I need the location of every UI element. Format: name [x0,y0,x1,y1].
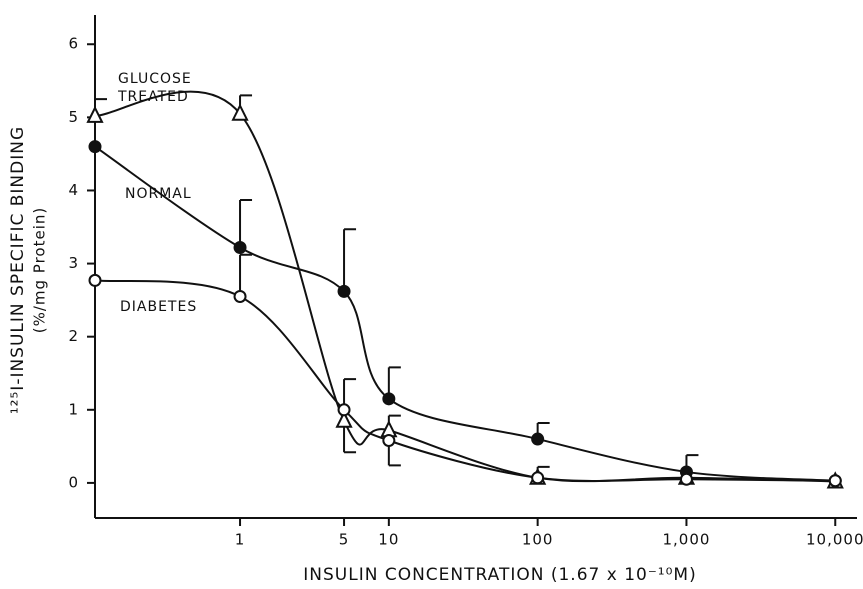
y-axis-label-units: (%/mg Protein) [31,207,49,334]
point [828,474,842,488]
y-tick-label: 0 [68,473,79,491]
point [88,273,102,287]
y-tick-label: 3 [68,254,79,272]
point [337,284,351,298]
series-label: NORMAL [125,186,192,202]
y-tick-label: 2 [68,327,79,345]
point [531,432,545,446]
point [382,392,396,406]
y-tick-label: 4 [68,181,79,199]
y-tick-label: 5 [68,108,79,126]
point [88,140,102,154]
point [337,403,351,417]
y-tick-label: 1 [68,400,79,418]
point [335,410,353,428]
point [231,103,249,121]
x-tick-label: 1 [235,531,246,549]
x-tick-label: 1,000 [662,531,710,549]
point [86,105,104,123]
x-tick-label: 5 [339,531,350,549]
y-tick-label: 6 [68,35,79,53]
point [382,434,396,448]
error-bar [239,253,253,297]
error-bar [343,228,357,292]
series-label: DIABETES [120,299,198,315]
y-axis-label: ¹²⁵I-INSULIN SPECIFIC BINDING [8,126,28,414]
series-label-text: DIABETES [120,299,198,315]
x-tick-label: 10 [378,531,399,549]
point [531,471,545,485]
x-tick-label: 10,000 [806,531,863,549]
point [679,472,693,486]
point [233,240,247,254]
point [233,289,247,303]
x-tick-label: 100 [522,531,554,549]
series-label: GLUCOSE TREATED [118,71,192,105]
series-label-text: GLUCOSE TREATED [118,71,192,105]
series-label-text: NORMAL [125,186,192,202]
error-bar [239,198,253,248]
x-axis-label: INSULIN CONCENTRATION (1.67 x 10⁻¹⁰M) [303,565,696,585]
